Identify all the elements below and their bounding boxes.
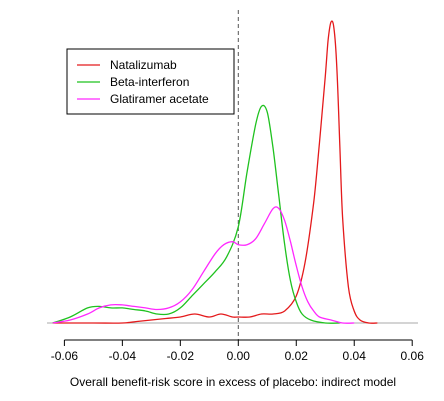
x-axis-title: Overall benefit-risk score in excess of … xyxy=(70,375,396,389)
legend: Natalizumab Beta-interferon Glatiramer ace… xyxy=(66,48,235,115)
legend-label-natalizumab: Natalizumab xyxy=(110,58,177,72)
series-line-natalizumab xyxy=(52,20,378,324)
x-tick-label: 0.02 xyxy=(285,349,309,363)
series-line-beta-interferon xyxy=(52,104,340,324)
x-tick-label: 0.00 xyxy=(227,349,251,363)
series-line-glatiramer-acetate xyxy=(52,206,355,324)
x-tick-label: -0.04 xyxy=(109,349,137,363)
x-tick-label: 0.04 xyxy=(343,349,367,363)
x-tick-label: -0.02 xyxy=(167,349,195,363)
legend-label-beta-interferon: Beta-interferon xyxy=(110,75,189,89)
x-tick-label: 0.06 xyxy=(401,349,425,363)
x-tick-label: -0.06 xyxy=(51,349,79,363)
series-layer xyxy=(52,20,378,324)
legend-label-glatiramer-acetate: Glatiramer acetate xyxy=(110,92,209,106)
x-axis: -0.06 -0.04 -0.02 0.00 0.02 0.04 0.06 xyxy=(51,339,425,363)
